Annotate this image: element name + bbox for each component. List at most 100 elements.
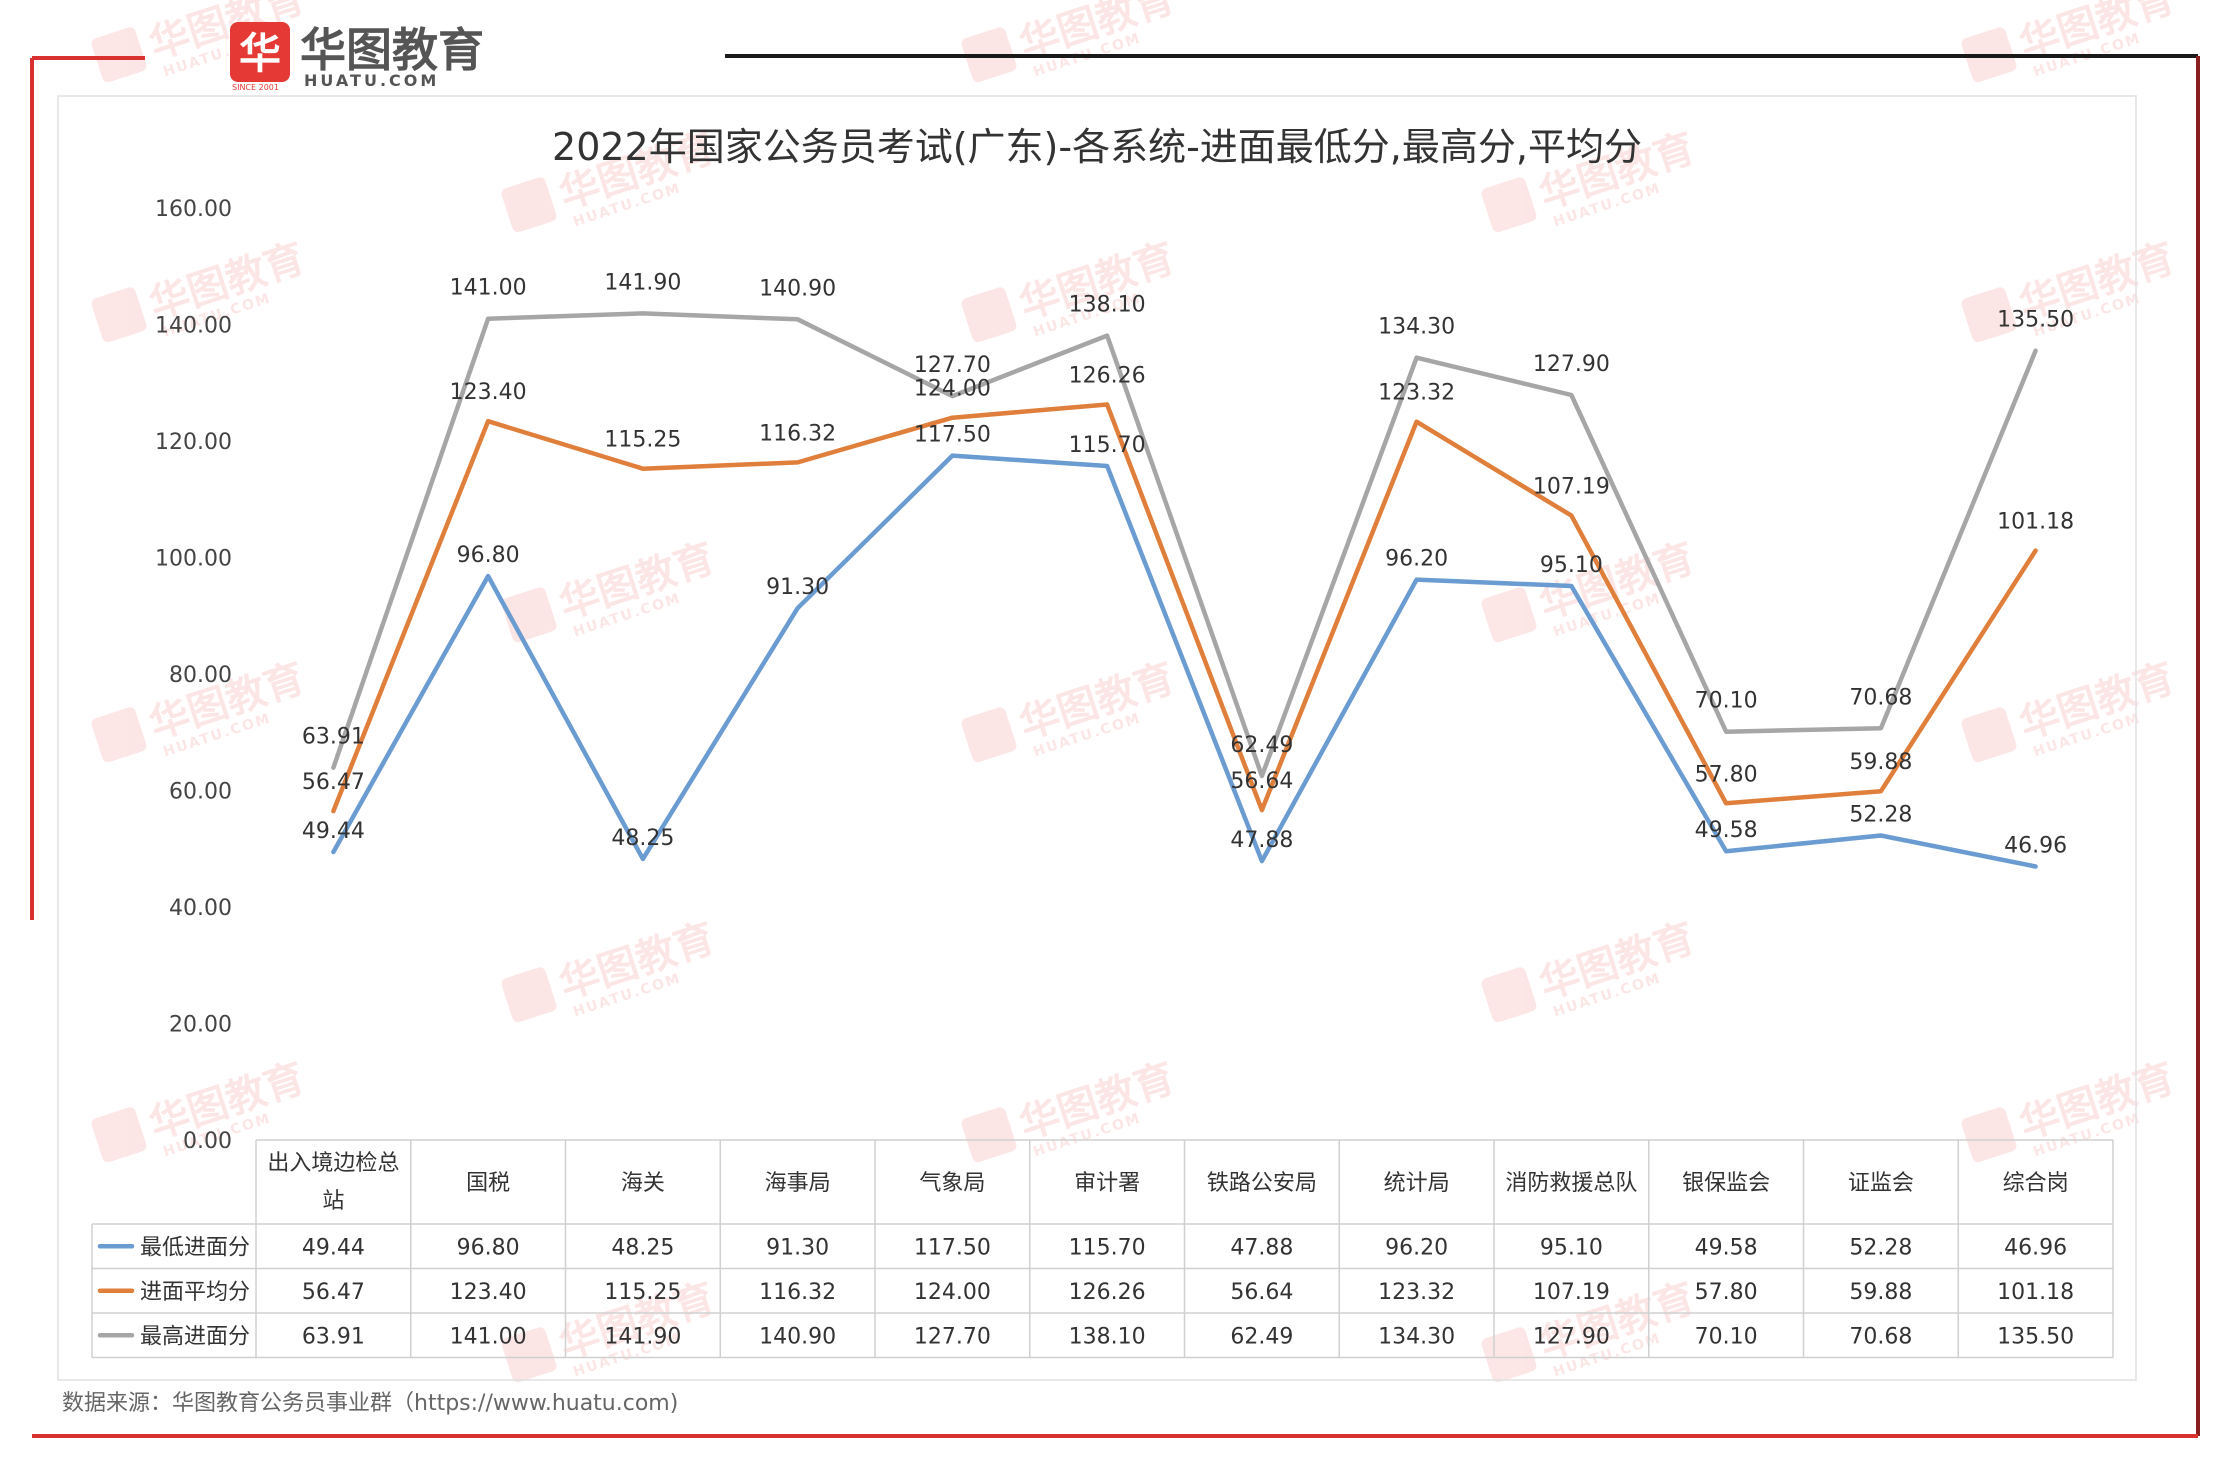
- data-label: 115.70: [1069, 433, 1146, 458]
- table-cell: 116.32: [759, 1280, 836, 1305]
- table-cell: 140.90: [759, 1324, 836, 1349]
- y-tick-label: 140.00: [155, 314, 232, 339]
- watermark-logo-icon: [91, 1107, 147, 1163]
- logo-subtext: HUATU.COM: [304, 71, 439, 90]
- x-tick-label: 银保监会: [1682, 1171, 1770, 1196]
- table-cell: 115.25: [604, 1280, 681, 1305]
- table-cell: 135.50: [1997, 1324, 2074, 1349]
- watermark-logo-icon: [501, 967, 557, 1023]
- watermark-logo-icon: [1961, 707, 2017, 763]
- table-cell: 62.49: [1230, 1324, 1293, 1349]
- y-tick-label: 20.00: [169, 1013, 232, 1038]
- data-source: 数据来源：华图教育公务员事业群（https://www.huatu.com): [62, 1391, 678, 1416]
- logo: 华 华图教育 HUATU.COM SINCE 2001: [230, 22, 484, 92]
- table-cell: 59.88: [1849, 1280, 1912, 1305]
- series-line-1: [331, 402, 2038, 814]
- svg-text:华: 华: [239, 29, 281, 78]
- data-label: 107.19: [1533, 475, 1610, 500]
- watermark-logo-icon: [91, 27, 147, 83]
- watermark-logo-icon: [961, 1107, 1017, 1163]
- series-lines: [331, 311, 2038, 869]
- y-tick-label: 100.00: [155, 547, 232, 572]
- table-cell: 49.44: [302, 1235, 365, 1260]
- logo-since: SINCE 2001: [232, 83, 279, 92]
- table-cell: 47.88: [1230, 1235, 1293, 1260]
- data-label: 46.96: [2004, 833, 2067, 858]
- logo-text: 华图教育: [300, 23, 484, 77]
- data-label: 135.50: [1997, 308, 2074, 333]
- table-cell: 57.80: [1695, 1280, 1758, 1305]
- logo-mark-icon: [230, 22, 290, 82]
- data-label: 127.70: [914, 353, 991, 378]
- x-tick-label: 铁路公安局: [1207, 1171, 1317, 1196]
- watermark-logo-icon: [961, 707, 1017, 763]
- table-cell: 48.25: [611, 1235, 674, 1260]
- data-label: 96.20: [1385, 547, 1448, 572]
- data-label: 123.32: [1378, 381, 1455, 406]
- y-axis: 0.00 20.00 40.00 60.00 80.00 100.00 120.00 140.…: [155, 197, 232, 1154]
- frame: [30, 54, 2200, 1438]
- table-cell: 96.20: [1385, 1235, 1448, 1260]
- table-cell: 141.00: [450, 1324, 527, 1349]
- y-tick-label: 0.00: [183, 1129, 232, 1154]
- data-table: 出入境边检总站 国税 海关 海事局 气象局 审计署 铁路公安局 统计局 消防救援总队 银保监会 证监…: [91, 1139, 2114, 1359]
- data-label: 63.91: [302, 725, 365, 750]
- table-cell: 138.10: [1069, 1324, 1146, 1349]
- x-tick-label: 国税: [466, 1171, 510, 1196]
- data-label: 140.90: [759, 276, 836, 301]
- data-label: 117.50: [914, 423, 991, 448]
- data-label: 70.10: [1695, 689, 1758, 714]
- data-label: 127.90: [1533, 352, 1610, 377]
- legend-label: 最低进面分: [140, 1235, 250, 1260]
- watermark-logo-icon: [1481, 967, 1537, 1023]
- watermark-logo-icon: [961, 287, 1017, 343]
- data-label: 47.88: [1230, 828, 1293, 853]
- table-cell: 141.90: [604, 1324, 681, 1349]
- data-label: 126.26: [1069, 364, 1146, 389]
- table-cell: 46.96: [2004, 1235, 2067, 1260]
- y-tick-label: 40.00: [169, 896, 232, 921]
- table-cell: 91.30: [766, 1235, 829, 1260]
- table-cell: 134.30: [1378, 1324, 1455, 1349]
- data-labels: 49.44 96.80 48.25 91.30 117.50 115.70 47.88 96.…: [302, 270, 2074, 858]
- data-label: 91.30: [766, 575, 829, 600]
- table-cell: 63.91: [302, 1324, 365, 1349]
- y-tick-label: 120.00: [155, 430, 232, 455]
- x-tick-label: 审计署: [1074, 1171, 1140, 1196]
- watermark-logo-icon: [1481, 177, 1537, 233]
- table-cell: 127.90: [1533, 1324, 1610, 1349]
- table-cell: 96.80: [457, 1235, 520, 1260]
- plot-border: [57, 95, 2137, 1381]
- x-tick-label: 证监会: [1848, 1171, 1914, 1196]
- data-label: 70.68: [1849, 685, 1912, 710]
- data-label: 141.90: [604, 270, 681, 295]
- data-label: 95.10: [1540, 553, 1603, 578]
- data-label: 52.28: [1849, 802, 1912, 827]
- watermark-logo-icon: [501, 177, 557, 233]
- table-cell: 115.70: [1069, 1235, 1146, 1260]
- table-cell: 124.00: [914, 1280, 991, 1305]
- legend-label: 最高进面分: [140, 1324, 250, 1349]
- x-tick-label: 消防救援总队: [1505, 1171, 1637, 1196]
- table-cell: 95.10: [1540, 1235, 1603, 1260]
- chart-title: 2022年国家公务员考试(广东)-各系统-进面最低分,最高分,平均分: [552, 125, 1642, 169]
- data-label: 138.10: [1069, 293, 1146, 318]
- data-label: 49.44: [302, 819, 365, 844]
- series-line-2: [331, 311, 2038, 779]
- table-cell: 127.70: [914, 1324, 991, 1349]
- watermark-logo-icon: [91, 707, 147, 763]
- x-tick-label: 出入境边检总站: [267, 1151, 399, 1214]
- data-label: 96.80: [457, 543, 520, 568]
- data-label: 56.47: [302, 770, 365, 795]
- y-tick-label: 160.00: [155, 197, 232, 222]
- data-label: 101.18: [1997, 510, 2074, 535]
